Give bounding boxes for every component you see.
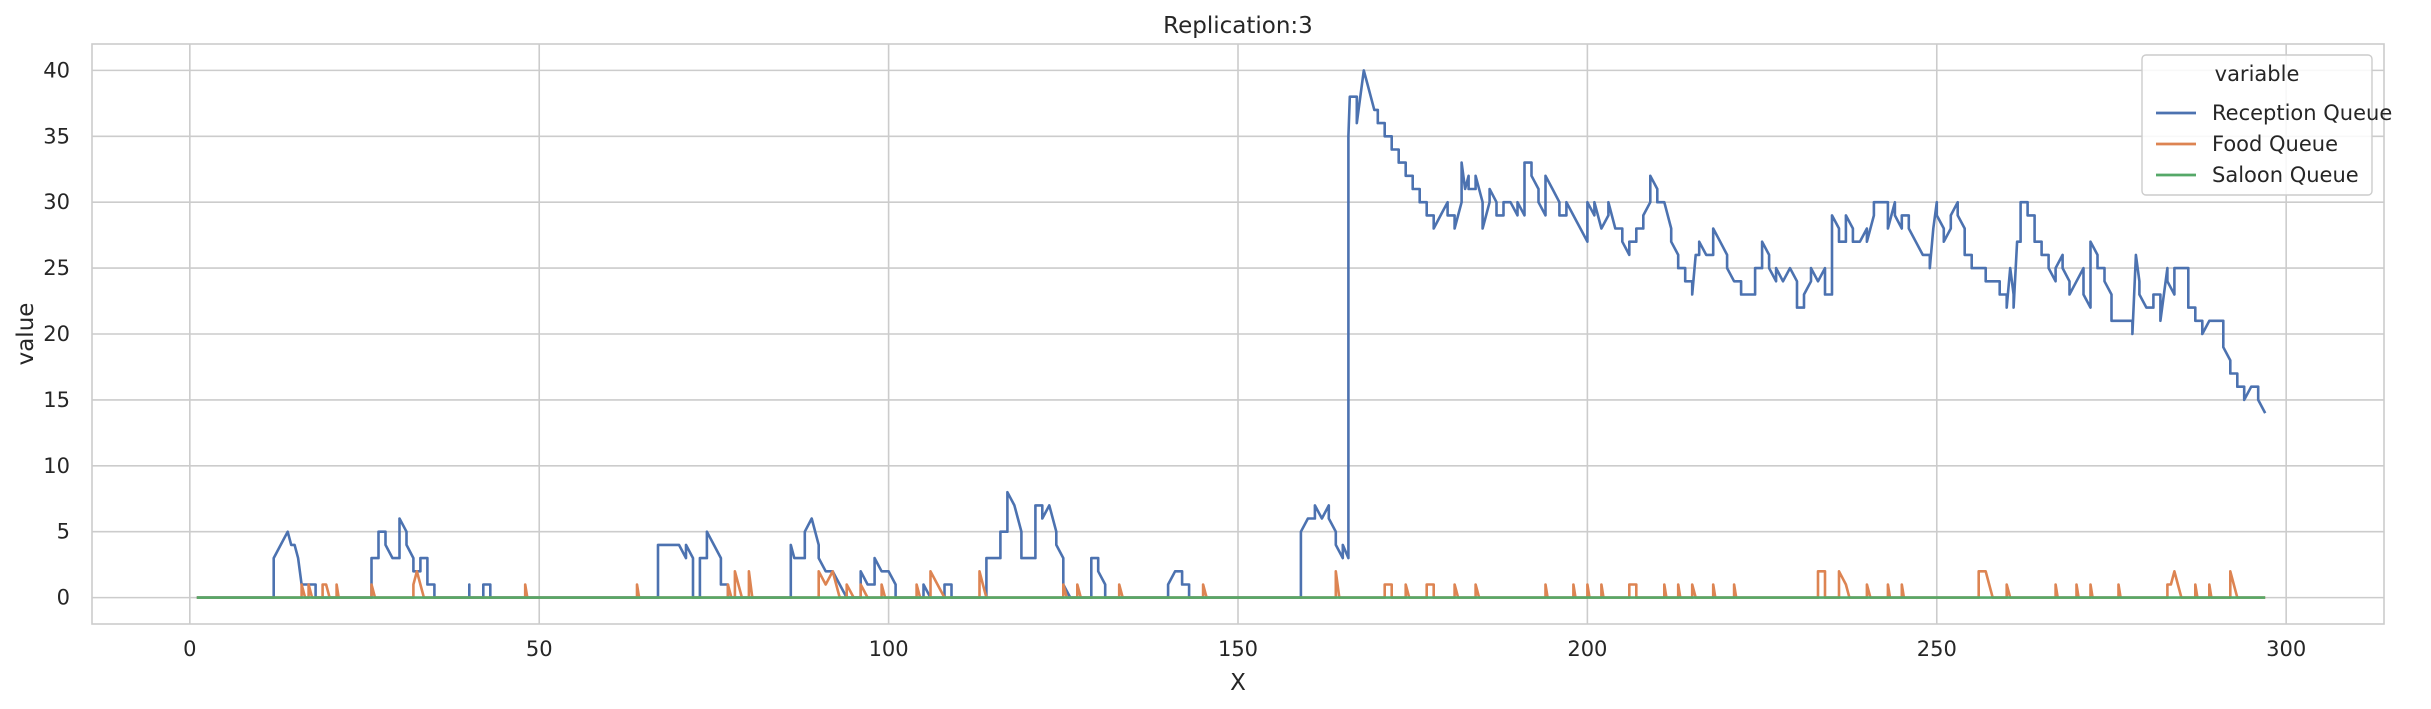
y-tick-label: 5 [57,520,70,544]
x-tick-labels: 0 50 100 150 200 250 300 [183,637,2306,661]
series-group [196,69,2267,599]
y-tick-label: 15 [43,388,70,412]
y-tick-label: 10 [43,454,70,478]
x-tick-label: 0 [183,637,196,661]
legend-box [2141,54,2373,196]
x-tick-label: 300 [2266,637,2306,661]
y-tick-label: 30 [43,190,70,214]
y-tick-label: 40 [43,58,70,82]
y-tick-label: 20 [43,322,70,346]
legend-label-saloon-queue: Saloon Queue [2212,163,2359,187]
legend-label-food-queue: Food Queue [2212,132,2338,156]
x-tick-label: 150 [1218,637,1258,661]
y-axis-label: value [13,303,39,366]
x-tick-label: 200 [1567,637,1607,661]
y-tick-label: 35 [43,124,70,148]
legend-title: variable [2215,62,2300,86]
plot-frame [91,43,2385,625]
series-line-reception-queue [196,69,2267,599]
x-tick-label: 50 [526,637,553,661]
legend: variable Reception Queue Food Queue Saloon… [2141,54,2392,196]
y-tick-label: 25 [43,256,70,280]
x-tick-label: 250 [1917,637,1957,661]
y-tick-labels: 0 5 10 15 20 25 30 35 40 [43,58,70,609]
x-tick-label: 100 [869,637,909,661]
x-axis-label: X [1230,670,1246,696]
y-tick-label: 0 [57,586,70,610]
chart-title: Replication:3 [1163,13,1313,39]
legend-label-reception-queue: Reception Queue [2212,101,2392,125]
